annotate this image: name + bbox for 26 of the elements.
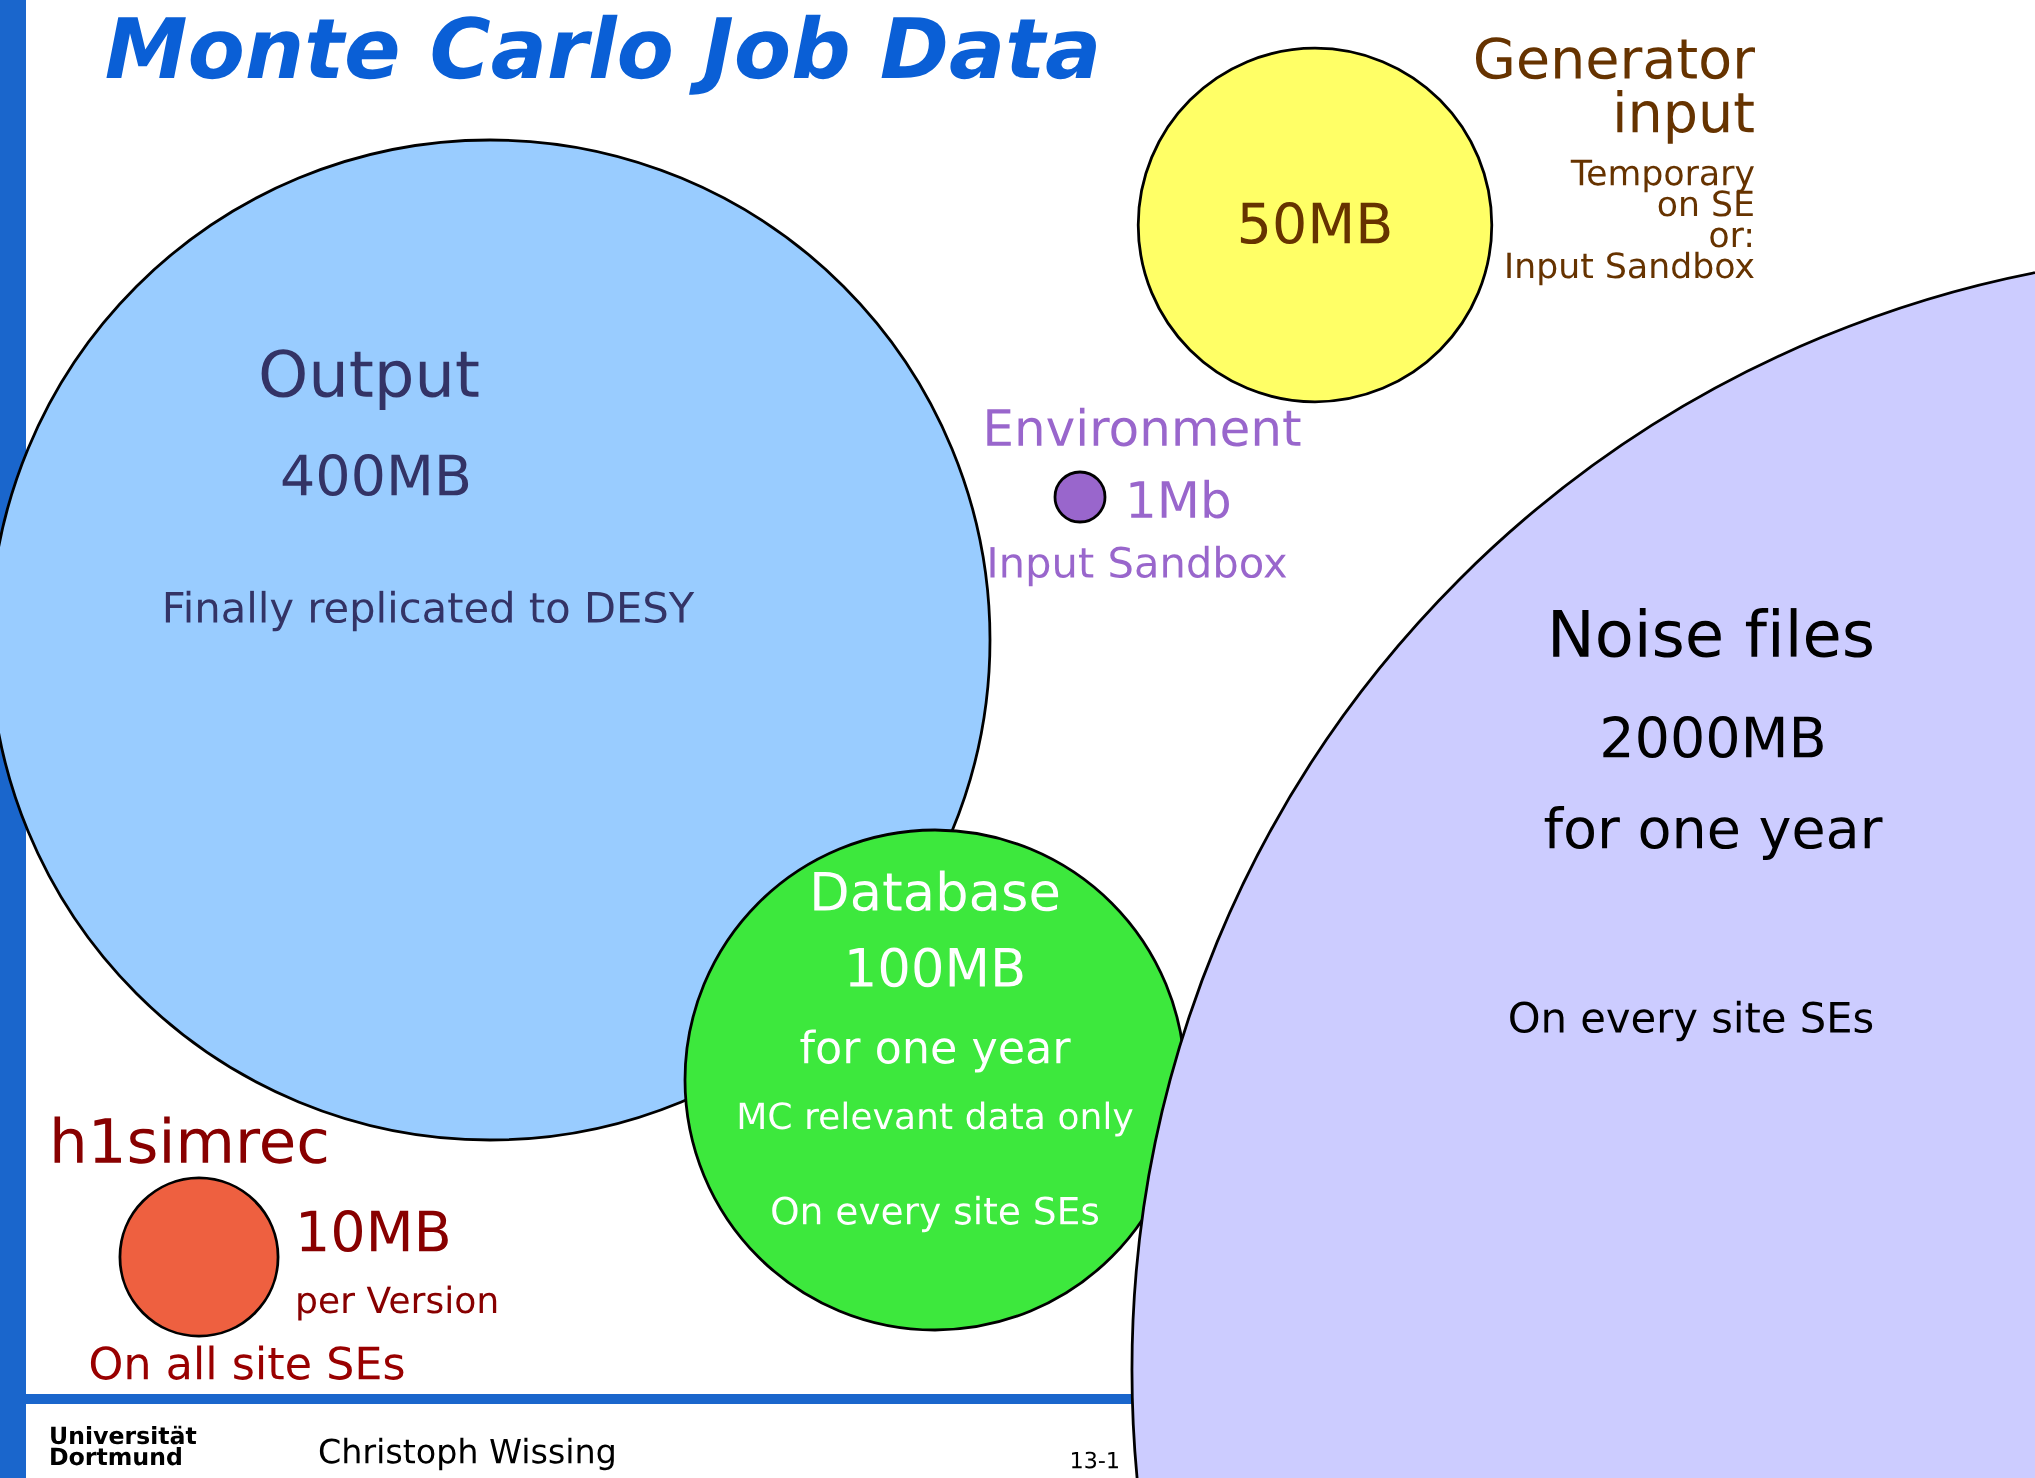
text: Finally replicated to DESY <box>165 590 695 632</box>
text: 13-1 <box>1072 1451 1118 1469</box>
data-label: 50MB <box>1240 202 1390 245</box>
text: On every site SEs <box>1510 1000 1873 1042</box>
text: Christoph Wissing <box>319 1437 614 1471</box>
category-label: h1simrec <box>54 1116 327 1164</box>
text: MC relevant data only <box>739 1101 1133 1137</box>
text: per Version <box>298 1285 497 1321</box>
category-label: Database <box>814 870 1059 912</box>
data-label: 400MB <box>282 454 469 497</box>
text: Universität Dortmund <box>51 1425 197 1466</box>
data-label: 10MB <box>301 1210 448 1253</box>
text: Monte Carlo Job Data <box>106 14 1096 95</box>
text: for one year <box>1544 806 1883 860</box>
text: Temporary on SE or: Input Sandbox <box>1507 159 1754 286</box>
data-label: 1Mb <box>1130 479 1229 519</box>
category-label: Generator input <box>1476 37 1755 144</box>
text: On all site SEs <box>90 1345 404 1380</box>
text: Input Sandbox <box>990 545 1287 587</box>
data-label: 100MB <box>849 947 1023 988</box>
category-label: Environment <box>987 407 1301 447</box>
category-label: Output <box>261 349 479 410</box>
text: On every site SEs <box>772 1195 1099 1233</box>
data-label: 2000MB <box>1603 716 1823 759</box>
text: for one year <box>800 1029 1071 1073</box>
category-label: Noise files <box>1553 608 1872 658</box>
